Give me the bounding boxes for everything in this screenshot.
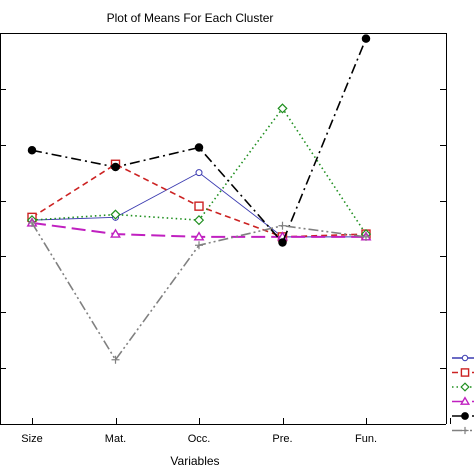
series-5	[27, 34, 371, 247]
x-tick-label: Size	[21, 433, 42, 445]
marker-circle-open	[461, 354, 469, 362]
x-axis-label: Variables	[170, 454, 219, 468]
marker-diamond-open	[110, 209, 121, 220]
marker-square-open	[460, 368, 470, 377]
marker-triangle-open	[193, 231, 205, 241]
legend	[452, 354, 474, 435]
marker-circle-open	[195, 169, 203, 177]
axes: Size Mat. Occ. Pre. Fun.	[0, 33, 451, 445]
marker-diamond-open	[193, 215, 205, 226]
marker-diamond-open	[460, 382, 470, 392]
x-tick-label: Occ.	[188, 433, 211, 445]
marker-circle-filled	[361, 34, 371, 43]
marker-square-open	[194, 201, 204, 211]
series-line	[31, 38, 367, 244]
x-tick-label: Mat.	[105, 433, 126, 445]
marker-triangle-open	[110, 228, 121, 238]
series-6	[28, 218, 370, 364]
marker-circle-filled	[111, 162, 120, 172]
marker-diamond-open	[277, 103, 288, 114]
marker-circle-filled	[194, 143, 204, 152]
chart-title: Plot of Means For Each Cluster	[107, 11, 274, 25]
x-tick-label: Pre.	[272, 433, 292, 445]
marker-circle-filled	[278, 238, 287, 247]
marker-circle-filled	[27, 146, 37, 155]
x-tick-label: Fun.	[355, 433, 377, 445]
series-group	[26, 34, 372, 364]
marker-triangle-open	[459, 396, 471, 405]
marker-circle-filled	[461, 412, 469, 420]
